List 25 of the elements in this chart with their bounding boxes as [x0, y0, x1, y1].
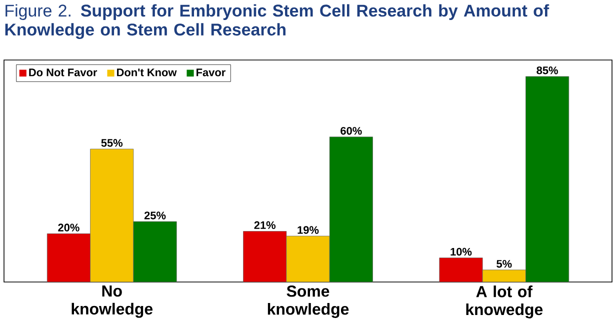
data-label: 55%: [101, 139, 123, 147]
data-label: 19%: [298, 226, 319, 234]
x-tick-label: Some knowledge: [268, 286, 349, 318]
data-label: 10%: [450, 248, 472, 256]
bar: [482, 270, 526, 282]
data-label: 21%: [254, 221, 276, 230]
legend-label: Do Not Favor: [29, 68, 98, 76]
x-tick-label: No knowledge: [72, 286, 153, 318]
bar: [286, 236, 330, 282]
bar: [133, 221, 177, 282]
data-label: 5%: [496, 260, 512, 268]
bar: [329, 136, 373, 282]
bar: [243, 231, 287, 282]
bar: [526, 76, 570, 282]
data-label: 60%: [340, 126, 362, 135]
bar: [46, 233, 90, 282]
chart-title: Figure 2. Support for Embryonic Stem Cell Research by Amount of Knowledge on Stem Cell Research: [5, 4, 550, 39]
legend-label: Don't Know: [117, 68, 177, 76]
bar: [439, 258, 483, 282]
data-label: 25%: [144, 212, 166, 220]
bar: [90, 148, 134, 282]
legend-label: Favor: [196, 68, 226, 76]
data-label: 20%: [58, 224, 80, 232]
x-tick-label: A lot of knowedge: [466, 286, 543, 318]
data-label: 85%: [536, 66, 558, 74]
